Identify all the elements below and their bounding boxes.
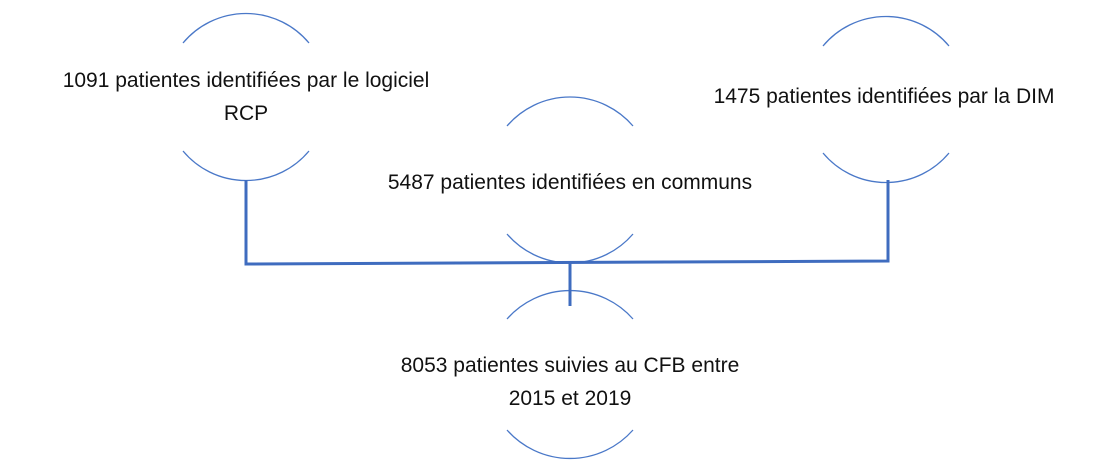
arc: [182, 12, 310, 44]
arc: [822, 15, 950, 47]
label-line: RCP: [223, 102, 269, 125]
arc: [822, 152, 950, 184]
arc: [506, 429, 634, 460]
label-line: 5487 patientes identifiées en communs: [387, 171, 753, 194]
arc: [506, 96, 634, 127]
node-label: 5487 patientes identifiées en communs: [370, 166, 770, 199]
node-label: 8053 patientes suivies au CFB entre 2015…: [370, 349, 770, 415]
node-label: 1091 patientes identifiées par le logici…: [0, 64, 492, 130]
label-line: 2015 et 2019: [508, 387, 632, 410]
label-line: 1475 patientes identifiées par la DIM: [713, 85, 1055, 108]
node-circle: [822, 15, 950, 184]
arc: [506, 233, 634, 264]
label-line: 8053 patientes suivies au CFB entre: [400, 354, 740, 377]
label-line: 1091 patientes identifiées par le logici…: [62, 69, 430, 92]
node-label: 1475 patientes identifiées par la DIM: [664, 80, 1104, 113]
arc: [182, 150, 310, 182]
connector: [244, 180, 890, 266]
